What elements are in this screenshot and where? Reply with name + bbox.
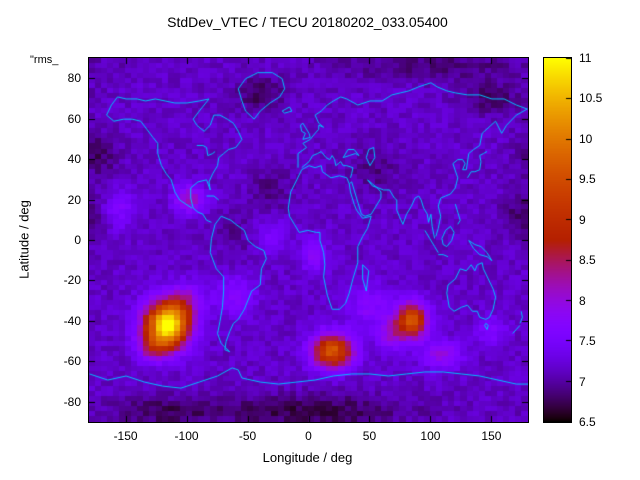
x-axis-label: Longitude / deg	[262, 450, 353, 465]
colorbar-tick-label: 7.5	[579, 334, 596, 349]
colorbar-canvas	[544, 58, 571, 422]
colorbar-tick-label: 6.5	[579, 415, 596, 429]
chart-title: StdDev_VTEC / TECU 20180202_033.05400	[167, 14, 448, 30]
y-tick-label: 80	[67, 71, 81, 86]
colorbar-tick-label: 9	[579, 212, 586, 227]
y-tick-label: -60	[63, 354, 81, 369]
y-tick-label: 0	[74, 233, 81, 247]
y-tick-label: 40	[67, 152, 81, 167]
colorbar-tick-label: 9.5	[579, 172, 596, 187]
y-tick-label: -80	[63, 394, 81, 409]
x-tick-label: 100	[420, 429, 441, 443]
x-tick-label: -100	[174, 429, 199, 443]
colorbar-tick-label: 8.5	[579, 253, 596, 268]
y-axis-label: Latitude / deg	[16, 200, 32, 279]
x-tick-label: -150	[113, 429, 138, 443]
y-tick-label: 60	[67, 111, 81, 126]
x-tick-label: 150	[481, 429, 502, 443]
x-tick-label: -50	[238, 429, 257, 443]
plot-area	[88, 57, 529, 423]
x-tick-label: 50	[362, 429, 377, 443]
colorbar-tick-label: 10	[579, 131, 593, 146]
y-tick-label: 20	[67, 192, 81, 207]
x-tick-label: 0	[305, 429, 312, 443]
colorbar	[543, 57, 572, 423]
colorbar-tick-label: 11	[579, 51, 592, 65]
stray-label: "rms_	[30, 54, 59, 66]
heatmap-canvas	[89, 58, 528, 422]
colorbar-tick-label: 8	[579, 293, 586, 308]
y-tick-label: -20	[63, 273, 81, 288]
colorbar-tick-label: 7	[579, 374, 586, 389]
colorbar-tick-label: 10.5	[579, 91, 603, 106]
y-tick-label: -40	[63, 313, 81, 328]
